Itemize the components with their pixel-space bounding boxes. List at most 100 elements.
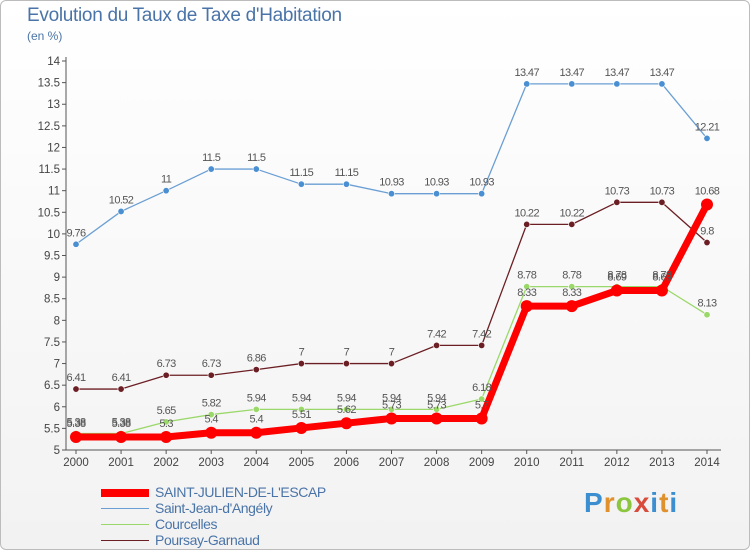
data-point-saint-julien-de-l-escap <box>340 417 353 430</box>
data-point-poursay-garnaud <box>703 239 711 247</box>
data-point-courcelles <box>207 411 215 419</box>
chart-unit: (en %) <box>27 29 63 43</box>
data-label-poursay-garnaud: 6.73 <box>157 358 176 370</box>
y-tick-label: 8 <box>54 315 60 327</box>
y-tick-label: 6.5 <box>44 380 60 392</box>
data-label-saint-jean-d-ang-ly: 9.76 <box>66 227 85 239</box>
y-tick-label: 9 <box>54 272 60 284</box>
data-point-saint-jean-d-ang-ly <box>568 80 576 88</box>
data-label-courcelles: 6.18 <box>472 382 491 394</box>
data-label-saint-julien-de-l-escap: 8.33 <box>517 287 536 299</box>
data-label-poursay-garnaud: 10.73 <box>650 185 675 197</box>
data-label-saint-jean-d-ang-ly: 10.52 <box>109 194 134 206</box>
logo-letter: x <box>633 487 651 518</box>
data-point-saint-jean-d-ang-ly <box>433 190 441 198</box>
data-point-poursay-garnaud <box>433 341 441 349</box>
data-label-saint-jean-d-ang-ly: 10.93 <box>424 177 449 189</box>
data-label-saint-julien-de-l-escap: 5.4 <box>204 414 218 426</box>
x-tick-label: 2002 <box>153 457 179 469</box>
y-tick-label: 13.5 <box>38 78 60 90</box>
data-label-poursay-garnaud: 10.22 <box>514 207 539 219</box>
data-point-courcelles <box>342 405 350 413</box>
data-label-saint-jean-d-ang-ly: 13.47 <box>514 67 539 79</box>
data-point-poursay-garnaud <box>162 371 170 379</box>
y-tick-label: 8.5 <box>44 294 60 306</box>
legend-swatch <box>101 507 149 510</box>
x-tick-label: 2005 <box>289 457 315 469</box>
legend-label: Courcelles <box>155 516 218 532</box>
data-label-poursay-garnaud: 6.41 <box>112 372 131 384</box>
y-tick-label: 5.5 <box>44 423 60 435</box>
data-point-saint-julien-de-l-escap <box>70 431 82 444</box>
data-point-saint-julien-de-l-escap <box>385 412 398 425</box>
data-label-courcelles: 5.94 <box>382 392 401 404</box>
data-label-courcelles: 8.78 <box>517 270 536 282</box>
data-label-poursay-garnaud: 6.41 <box>66 372 85 384</box>
data-point-saint-jean-d-ang-ly <box>297 180 305 188</box>
data-label-saint-julien-de-l-escap: 5.7 <box>475 399 489 411</box>
data-label-courcelles: 5.65 <box>157 405 176 417</box>
data-label-courcelles: 8.78 <box>607 270 626 282</box>
data-point-saint-jean-d-ang-ly <box>117 207 125 215</box>
data-point-saint-julien-de-l-escap <box>295 421 308 434</box>
data-label-courcelles: 8.13 <box>697 298 716 310</box>
data-label-courcelles: 5.38 <box>112 417 131 429</box>
data-label-saint-julien-de-l-escap: 5.62 <box>337 404 356 416</box>
data-label-saint-julien-de-l-escap: 5.3 <box>159 418 173 430</box>
data-point-saint-julien-de-l-escap <box>565 300 578 313</box>
data-point-courcelles <box>703 311 711 319</box>
data-label-saint-jean-d-ang-ly: 11 <box>161 174 172 186</box>
logo-letter: t <box>659 487 670 518</box>
logo-letter: i <box>650 487 660 518</box>
data-label-saint-julien-de-l-escap: 5.51 <box>292 409 311 421</box>
data-point-saint-jean-d-ang-ly <box>523 80 531 88</box>
data-point-poursay-garnaud <box>342 360 350 368</box>
x-tick-label: 2000 <box>63 457 89 469</box>
data-label-saint-jean-d-ang-ly: 13.47 <box>650 67 675 79</box>
y-tick-label: 10 <box>47 229 60 241</box>
legend-label: SAINT-JULIEN-DE-L'ESCAP <box>155 484 326 500</box>
data-point-saint-jean-d-ang-ly <box>613 80 621 88</box>
x-tick-label: 2004 <box>243 457 269 469</box>
data-point-saint-julien-de-l-escap <box>475 412 488 425</box>
x-tick-label: 2008 <box>424 457 450 469</box>
data-label-courcelles: 5.94 <box>427 392 446 404</box>
x-tick-label: 2001 <box>108 457 134 469</box>
data-point-poursay-garnaud <box>523 220 531 228</box>
data-label-courcelles: 5.38 <box>66 417 85 429</box>
data-point-saint-julien-de-l-escap <box>520 300 533 313</box>
data-label-saint-jean-d-ang-ly: 11.5 <box>202 152 221 164</box>
data-label-poursay-garnaud: 6.86 <box>247 353 266 365</box>
data-label-saint-julien-de-l-escap: 8.69 <box>652 272 671 284</box>
data-point-saint-julien-de-l-escap <box>160 431 173 444</box>
logo-letter: o <box>615 487 634 518</box>
data-point-saint-jean-d-ang-ly <box>478 190 486 198</box>
data-label-saint-jean-d-ang-ly: 10.93 <box>379 177 404 189</box>
data-point-saint-julien-de-l-escap <box>430 412 443 425</box>
data-point-saint-julien-de-l-escap <box>250 426 263 439</box>
data-point-saint-julien-de-l-escap <box>701 198 713 211</box>
data-label-poursay-garnaud: 7.42 <box>427 328 446 340</box>
x-tick-label: 2006 <box>334 457 360 469</box>
data-point-saint-jean-d-ang-ly <box>703 134 711 142</box>
proxiti-logo: Proxiti <box>584 487 678 519</box>
data-label-saint-julien-de-l-escap: 10.68 <box>695 185 720 197</box>
data-label-poursay-garnaud: 7 <box>344 347 350 359</box>
data-label-courcelles: 5.94 <box>292 392 311 404</box>
data-point-courcelles <box>523 283 531 291</box>
data-label-saint-julien-de-l-escap: 8.33 <box>562 287 581 299</box>
chart-title: Evolution du Taux de Taxe d'Habitation <box>27 5 342 26</box>
data-point-saint-jean-d-ang-ly <box>342 180 350 188</box>
x-tick-label: 2011 <box>559 457 584 469</box>
data-label-poursay-garnaud: 7.42 <box>472 328 491 340</box>
data-label-poursay-garnaud: 9.8 <box>700 226 714 238</box>
data-label-poursay-garnaud: 6.73 <box>202 358 221 370</box>
data-label-saint-jean-d-ang-ly: 12.21 <box>695 121 720 133</box>
data-label-saint-jean-d-ang-ly: 11.15 <box>289 167 313 179</box>
y-tick-label: 10.5 <box>38 207 60 219</box>
x-tick-label: 2009 <box>469 457 495 469</box>
data-label-courcelles: 8.78 <box>652 270 671 282</box>
y-tick-label: 13 <box>47 99 60 111</box>
data-point-poursay-garnaud <box>658 198 666 206</box>
